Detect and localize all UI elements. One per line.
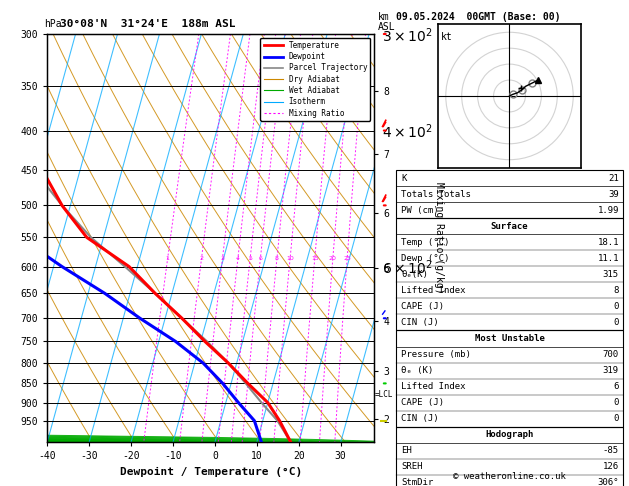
Text: 0: 0	[613, 318, 619, 327]
Text: 700: 700	[603, 350, 619, 359]
Text: CIN (J): CIN (J)	[401, 414, 439, 423]
Text: kt: kt	[441, 32, 453, 42]
Text: 0: 0	[613, 302, 619, 311]
Text: 15: 15	[311, 256, 319, 260]
Text: θₑ(K): θₑ(K)	[401, 270, 428, 279]
Text: Dewp (°C): Dewp (°C)	[401, 254, 450, 263]
Text: StmDir: StmDir	[401, 478, 433, 486]
Legend: Temperature, Dewpoint, Parcel Trajectory, Dry Adiabat, Wet Adiabat, Isotherm, Mi: Temperature, Dewpoint, Parcel Trajectory…	[260, 38, 370, 121]
Text: EH: EH	[401, 446, 412, 455]
Text: Temp (°C): Temp (°C)	[401, 238, 450, 247]
Text: Pressure (mb): Pressure (mb)	[401, 350, 471, 359]
Text: 6: 6	[259, 256, 262, 260]
Text: © weatheronline.co.uk: © weatheronline.co.uk	[453, 472, 566, 481]
Text: 8: 8	[275, 256, 279, 260]
Text: 5: 5	[248, 256, 252, 260]
Text: 25: 25	[343, 256, 351, 260]
Text: PW (cm): PW (cm)	[401, 206, 439, 215]
Text: -85: -85	[603, 446, 619, 455]
Text: 1: 1	[166, 256, 170, 260]
Text: SREH: SREH	[401, 462, 423, 471]
Text: 315: 315	[603, 270, 619, 279]
X-axis label: Dewpoint / Temperature (°C): Dewpoint / Temperature (°C)	[120, 467, 302, 477]
Text: 09.05.2024  00GMT (Base: 00): 09.05.2024 00GMT (Base: 00)	[396, 12, 561, 22]
Text: 6: 6	[613, 382, 619, 391]
Text: Lifted Index: Lifted Index	[401, 286, 466, 295]
Text: K: K	[401, 174, 407, 183]
Text: Hodograph: Hodograph	[486, 430, 533, 439]
Y-axis label: Mixing Ratio (g/kg): Mixing Ratio (g/kg)	[434, 182, 443, 294]
Text: 30°08'N  31°24'E  188m ASL: 30°08'N 31°24'E 188m ASL	[60, 19, 235, 29]
Text: CIN (J): CIN (J)	[401, 318, 439, 327]
Text: 8: 8	[613, 286, 619, 295]
Text: 0: 0	[613, 398, 619, 407]
Text: 126: 126	[603, 462, 619, 471]
Text: 3: 3	[221, 256, 225, 260]
Text: 2: 2	[199, 256, 204, 260]
Text: 11.1: 11.1	[598, 254, 619, 263]
Text: 306°: 306°	[598, 478, 619, 486]
Text: 0: 0	[613, 414, 619, 423]
Text: 39: 39	[608, 190, 619, 199]
Text: 10: 10	[286, 256, 294, 260]
Text: km
ASL: km ASL	[377, 12, 395, 32]
Text: Surface: Surface	[491, 222, 528, 231]
Text: 319: 319	[603, 366, 619, 375]
Text: Most Unstable: Most Unstable	[474, 334, 545, 343]
Text: 21: 21	[608, 174, 619, 183]
Text: CAPE (J): CAPE (J)	[401, 302, 444, 311]
Text: 18.1: 18.1	[598, 238, 619, 247]
Text: θₑ (K): θₑ (K)	[401, 366, 433, 375]
Text: =LCL: =LCL	[374, 390, 392, 399]
Text: CAPE (J): CAPE (J)	[401, 398, 444, 407]
Text: 20: 20	[329, 256, 337, 260]
Text: 4: 4	[236, 256, 240, 260]
Text: hPa: hPa	[44, 19, 62, 29]
Text: 1.99: 1.99	[598, 206, 619, 215]
Text: Totals Totals: Totals Totals	[401, 190, 471, 199]
Text: Lifted Index: Lifted Index	[401, 382, 466, 391]
